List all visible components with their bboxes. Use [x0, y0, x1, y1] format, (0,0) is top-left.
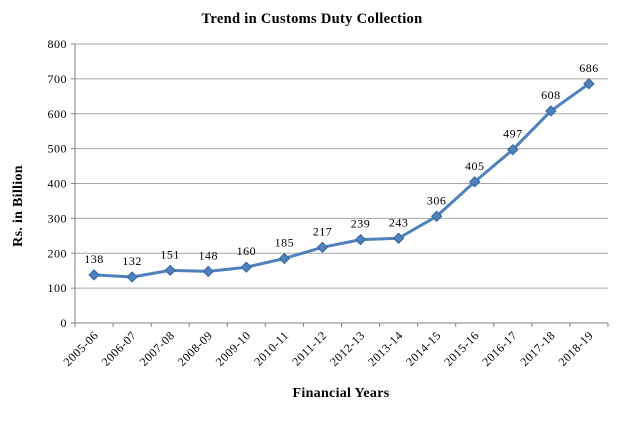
data-point-marker — [278, 252, 291, 265]
x-tick-label: 2012-13 — [327, 328, 368, 369]
x-tick-label: 2010-11 — [251, 328, 291, 368]
x-axis-title: Financial Years — [292, 386, 390, 401]
data-point-label: 132 — [122, 254, 142, 268]
x-tick-label: 2014-15 — [403, 328, 444, 369]
data-point-marker — [583, 78, 595, 90]
x-tick-label: 2005-06 — [60, 328, 101, 369]
data-point-marker — [469, 176, 481, 188]
y-tick-label: 300 — [48, 211, 68, 225]
y-tick-label: 100 — [48, 281, 68, 295]
data-point-marker — [240, 261, 253, 273]
y-tick-label: 600 — [48, 107, 68, 121]
data-point-marker — [354, 233, 367, 246]
data-point-label: 160 — [237, 244, 257, 258]
x-tick-label: 2016-17 — [479, 328, 520, 369]
data-point-marker — [316, 241, 329, 254]
data-point-marker — [430, 210, 443, 222]
x-tick-label: 2017-18 — [517, 328, 558, 369]
x-tick-label: 2011-12 — [289, 328, 329, 368]
data-point-marker — [88, 269, 100, 281]
data-point-marker — [545, 105, 557, 117]
data-point-marker — [392, 232, 405, 244]
data-point-marker — [202, 265, 214, 278]
data-point-marker — [126, 271, 138, 283]
data-point-label: 243 — [389, 215, 409, 229]
data-point-marker — [164, 264, 176, 277]
chart-title: Trend in Customs Duty Collection — [201, 11, 423, 27]
y-tick-label: 200 — [48, 246, 68, 260]
x-tick-label: 2008-09 — [175, 328, 216, 369]
data-point-label: 217 — [313, 224, 333, 238]
x-tick-label: 2007-08 — [137, 328, 178, 369]
x-tick-label: 2009-10 — [213, 328, 254, 369]
data-point-label: 686 — [579, 61, 599, 75]
x-tick-label: 2006-07 — [99, 328, 140, 369]
data-point-label: 239 — [351, 217, 371, 231]
y-tick-label: 700 — [48, 72, 68, 86]
data-point-label: 138 — [84, 252, 104, 266]
data-point-label: 608 — [541, 88, 561, 102]
y-tick-label: 800 — [48, 37, 68, 51]
x-tick-label: 2013-14 — [365, 328, 406, 369]
data-point-label: 148 — [199, 248, 219, 262]
data-point-label: 306 — [427, 193, 447, 207]
series-line — [92, 82, 591, 279]
x-tick-label: 2018-19 — [555, 328, 596, 369]
data-point-label: 151 — [160, 247, 180, 261]
data-point-label: 185 — [275, 235, 295, 249]
data-point-label: 497 — [503, 127, 523, 141]
x-tick-label: 2015-16 — [441, 328, 482, 369]
data-point-label: 405 — [465, 159, 485, 173]
y-tick-label: 500 — [48, 142, 68, 156]
data-point-marker — [507, 143, 519, 156]
y-tick-label: 0 — [61, 316, 68, 330]
y-tick-label: 400 — [48, 177, 68, 191]
